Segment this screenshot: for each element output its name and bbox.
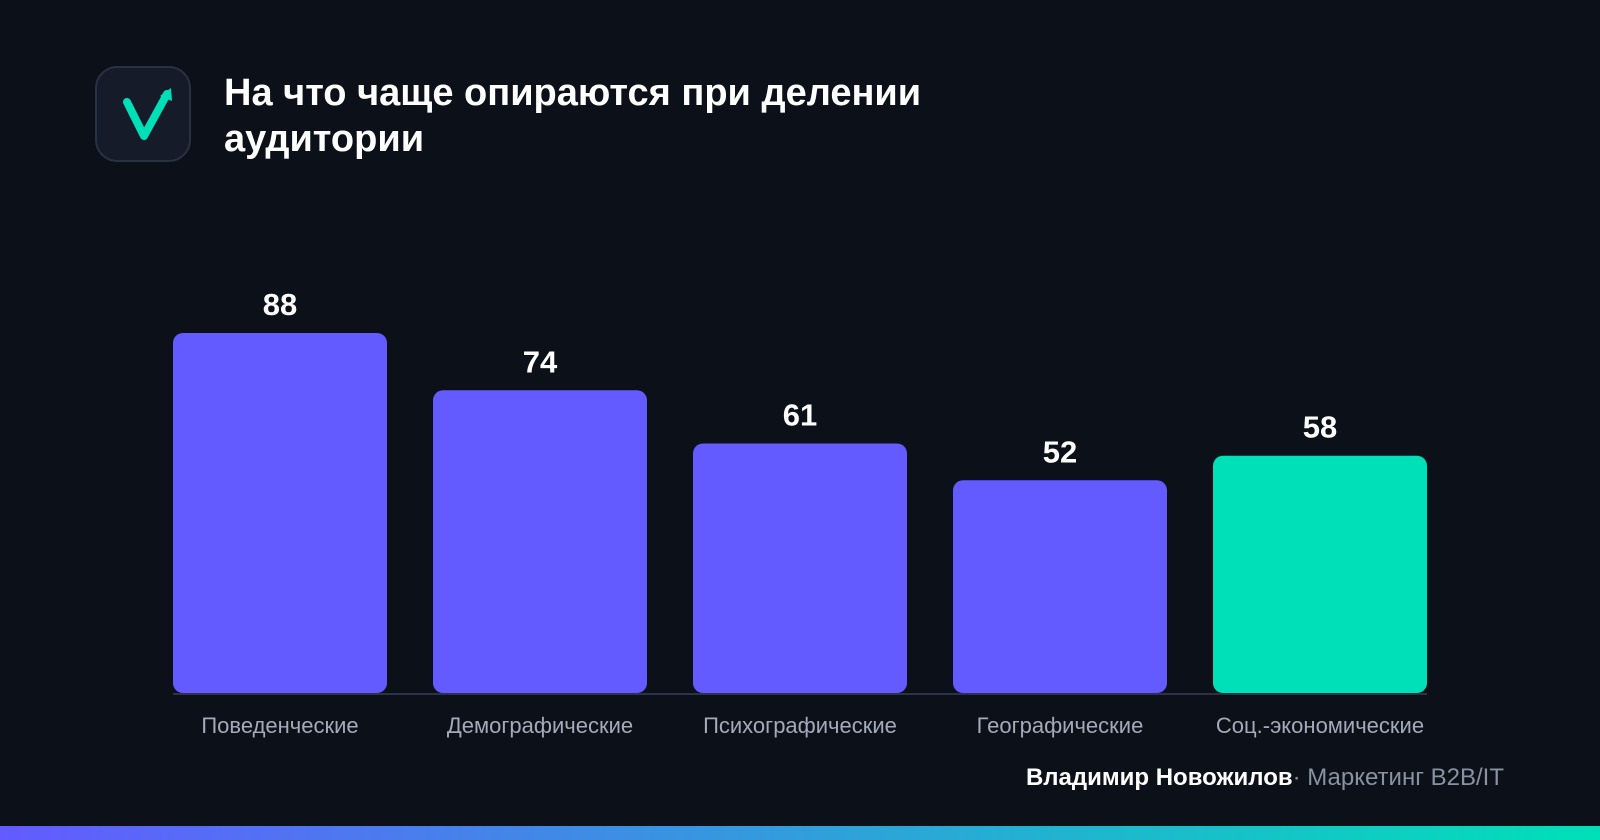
gradient-bottom-bar bbox=[0, 826, 1600, 840]
bar-5 bbox=[1213, 455, 1427, 693]
footer-separator: · bbox=[1292, 764, 1301, 791]
bar-4 bbox=[953, 480, 1167, 693]
value-label-5: 58 bbox=[1303, 410, 1337, 445]
checkmark-arrow-logo-icon bbox=[123, 88, 172, 140]
category-label-3: Психографические bbox=[703, 713, 897, 738]
organization-name: Маркетинг B2B/IT bbox=[1307, 764, 1504, 791]
value-label-2: 74 bbox=[523, 344, 558, 379]
category-label-5: Соц.-экономические bbox=[1216, 713, 1424, 738]
bar-chart: 88 Поведенческие 74 Демографические 61 Психог… bbox=[173, 287, 1427, 738]
value-label-3: 61 bbox=[783, 397, 817, 432]
footer-credit: Владимир Новожилов· Маркетинг B2B/IT bbox=[1026, 762, 1504, 794]
bar-3 bbox=[693, 443, 907, 693]
category-label-2: Демографические bbox=[447, 713, 633, 738]
category-label-4: Географические bbox=[977, 713, 1144, 738]
value-label-1: 88 bbox=[263, 287, 297, 322]
category-label-1: Поведенческие bbox=[201, 713, 358, 738]
logo-badge bbox=[95, 66, 191, 162]
value-label-4: 52 bbox=[1043, 434, 1077, 469]
bar-2 bbox=[433, 390, 647, 693]
author-name: Владимир Новожилов bbox=[1025, 764, 1293, 791]
page-title: На что чаще опираются при делении аудито… bbox=[224, 72, 922, 160]
bar-1 bbox=[173, 333, 387, 693]
